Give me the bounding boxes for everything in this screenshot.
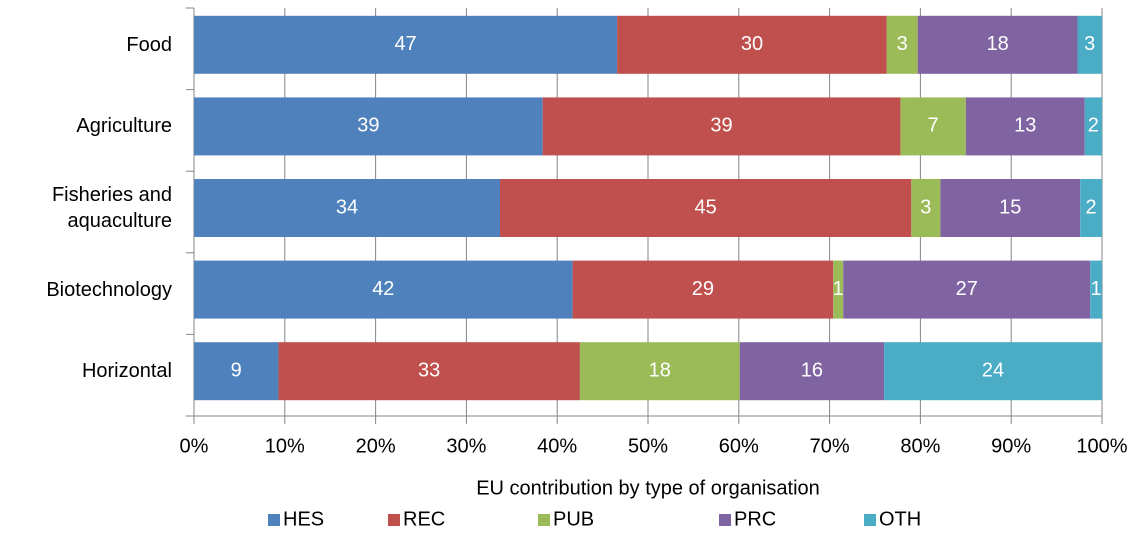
bar-segment bbox=[194, 179, 500, 237]
data-label: 13 bbox=[1014, 115, 1036, 137]
x-tick-label: 80% bbox=[900, 435, 940, 457]
y-tick-label: Food bbox=[126, 33, 172, 56]
x-tick-label: 10% bbox=[265, 435, 305, 457]
data-label: 33 bbox=[418, 359, 440, 381]
legend-swatch bbox=[719, 514, 731, 526]
x-tick-label: 50% bbox=[628, 435, 668, 457]
y-tick-label: Agriculture bbox=[76, 115, 172, 138]
data-label: 9 bbox=[231, 359, 242, 381]
bar-segment bbox=[1080, 179, 1102, 237]
data-label: 1 bbox=[833, 278, 844, 300]
x-tick-label: 100% bbox=[1076, 435, 1127, 457]
y-tick-label: Horizontal bbox=[81, 360, 172, 383]
bar-segment bbox=[940, 179, 1081, 237]
bar-segment bbox=[1090, 260, 1102, 319]
data-label: 42 bbox=[372, 278, 394, 300]
bar-segment bbox=[739, 342, 885, 401]
data-label: 3 bbox=[897, 33, 908, 55]
bar-segment bbox=[833, 260, 844, 319]
bar-segment bbox=[900, 97, 966, 156]
bar-segment bbox=[1084, 97, 1102, 156]
data-label: 47 bbox=[394, 33, 416, 55]
legend-label: PRC bbox=[734, 508, 776, 530]
bar-segment bbox=[843, 260, 1091, 319]
legend-swatch bbox=[864, 514, 876, 526]
x-tick-label: 40% bbox=[537, 435, 577, 457]
bar-segment bbox=[194, 97, 543, 156]
bar-segment bbox=[194, 342, 279, 401]
legend-label: OTH bbox=[879, 508, 921, 530]
data-label: 30 bbox=[741, 33, 763, 55]
data-label: 39 bbox=[357, 115, 379, 137]
x-tick-label: 30% bbox=[446, 435, 486, 457]
data-label: 39 bbox=[710, 115, 732, 137]
bar-segment bbox=[572, 260, 834, 319]
data-label: 18 bbox=[986, 33, 1008, 55]
data-label: 45 bbox=[695, 196, 717, 218]
data-label: 34 bbox=[336, 196, 358, 218]
x-tick-label: 70% bbox=[810, 435, 850, 457]
x-axis-title: EU contribution by type of organisation bbox=[476, 477, 820, 499]
legend-label: REC bbox=[403, 508, 445, 530]
bar-segment bbox=[1077, 15, 1102, 74]
x-tick-label: 20% bbox=[356, 435, 396, 457]
data-label: 2 bbox=[1086, 196, 1097, 218]
legend-label: PUB bbox=[553, 508, 594, 530]
legend-swatch bbox=[388, 514, 400, 526]
data-label: 3 bbox=[920, 196, 931, 218]
data-label: 16 bbox=[801, 359, 823, 381]
bar-segment bbox=[917, 15, 1078, 74]
data-label: 3 bbox=[1084, 33, 1095, 55]
bar-segment bbox=[194, 15, 618, 74]
legend-swatch bbox=[268, 514, 280, 526]
bar-segment bbox=[499, 179, 912, 237]
bar-segment bbox=[194, 260, 573, 319]
x-tick-label: 60% bbox=[719, 435, 759, 457]
bar-segment bbox=[911, 179, 941, 237]
bar-segment bbox=[884, 342, 1102, 401]
data-label: 2 bbox=[1088, 115, 1099, 137]
bar-segment bbox=[617, 15, 887, 74]
data-label: 18 bbox=[649, 359, 671, 381]
x-tick-label: 0% bbox=[180, 435, 209, 457]
data-label: 27 bbox=[956, 278, 978, 300]
data-label: 1 bbox=[1091, 278, 1102, 300]
legend-swatch bbox=[538, 514, 550, 526]
data-label: 15 bbox=[999, 196, 1021, 218]
bar-segment bbox=[278, 342, 580, 401]
data-label: 29 bbox=[692, 278, 714, 300]
bar-segment bbox=[542, 97, 901, 156]
y-tick-label: Fisheries and aquaculture bbox=[51, 184, 172, 232]
bar-segment bbox=[886, 15, 918, 74]
y-tick-label: Biotechnology bbox=[46, 278, 172, 301]
data-label: 7 bbox=[928, 115, 939, 137]
data-label: 24 bbox=[982, 359, 1004, 381]
legend-label: HES bbox=[283, 508, 324, 530]
x-tick-label: 90% bbox=[991, 435, 1031, 457]
bar-segment bbox=[965, 97, 1085, 156]
bar-segment bbox=[579, 342, 740, 401]
